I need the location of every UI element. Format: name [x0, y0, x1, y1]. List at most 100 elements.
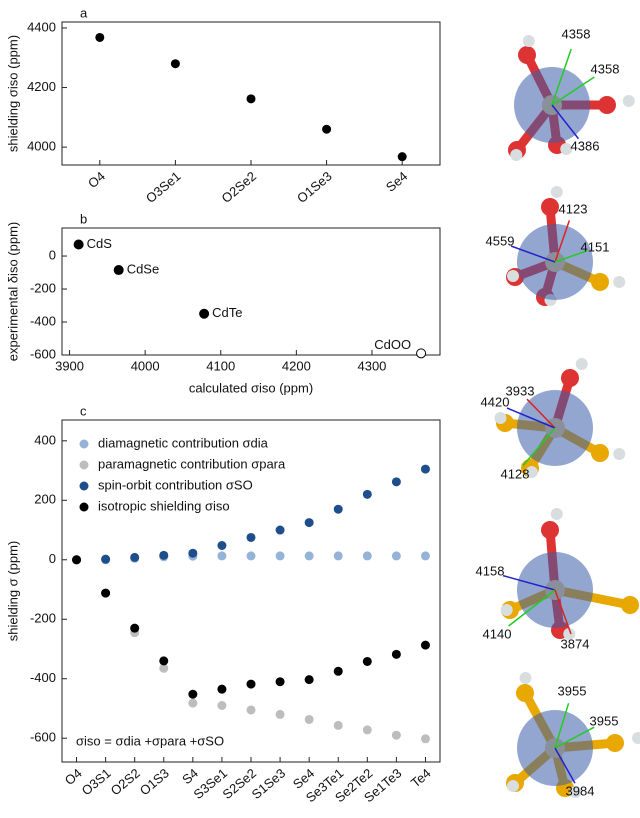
data-point	[72, 555, 81, 564]
tensor-label: 4123	[559, 201, 588, 216]
legend-marker	[80, 440, 89, 449]
data-point	[334, 721, 343, 730]
data-point	[188, 549, 197, 558]
data-point	[247, 551, 256, 560]
data-point	[363, 490, 372, 499]
atom	[518, 46, 536, 64]
data-point	[159, 656, 168, 665]
hydrogen	[551, 508, 563, 520]
x-tick-label: O1Se3	[294, 168, 335, 206]
atom	[591, 444, 609, 462]
legend-label: spin-orbit contribution σSO	[98, 477, 253, 492]
atom	[591, 273, 609, 291]
y-axis-label: shielding σ (ppm)	[5, 541, 20, 642]
atom	[598, 96, 616, 114]
data-point	[334, 505, 343, 514]
data-point	[130, 624, 139, 633]
tensor-label: 4158	[476, 563, 505, 578]
panel-label: a	[80, 5, 88, 20]
data-point	[247, 533, 256, 542]
y-tick-label: 0	[49, 551, 56, 566]
data-point	[392, 477, 401, 486]
atom	[541, 198, 559, 216]
data-point	[392, 650, 401, 659]
x-tick-label: O2S2	[108, 765, 143, 798]
data-point	[247, 680, 256, 689]
y-tick-label: -200	[30, 280, 56, 295]
atom	[561, 369, 579, 387]
x-tick-label: S1Se3	[249, 765, 289, 802]
tensor-label: 4128	[501, 466, 530, 481]
point-label: CdTe	[212, 305, 242, 320]
data-point	[305, 675, 314, 684]
data-point	[305, 518, 314, 527]
atom	[516, 684, 534, 702]
y-axis-label: shielding σiso (ppm)	[5, 35, 20, 152]
hydrogen	[510, 149, 522, 161]
data-point	[276, 551, 285, 560]
tensor-label: 4420	[481, 394, 510, 409]
legend-label: diamagnetic contribution σdia	[98, 435, 269, 450]
hydrogen	[495, 412, 507, 424]
tensor-label: 4386	[571, 138, 600, 153]
y-tick-label: -200	[30, 611, 56, 626]
data-point	[305, 551, 314, 560]
x-tick-label: 4200	[282, 358, 311, 373]
point-label: CdOO	[374, 337, 411, 352]
x-tick-label: 4000	[131, 358, 160, 373]
data-point	[247, 94, 256, 103]
data-point	[363, 657, 372, 666]
annotation: σiso = σdia +σpara +σSO	[76, 733, 224, 748]
data-point	[392, 731, 401, 740]
data-point	[217, 685, 226, 694]
y-tick-label: -600	[30, 730, 56, 745]
hydrogen	[501, 604, 513, 616]
data-point	[188, 690, 197, 699]
data-point	[421, 641, 430, 650]
y-tick-label: 200	[34, 492, 56, 507]
hydrogen	[520, 672, 532, 684]
x-tick-label: O3S1	[79, 765, 114, 798]
hydrogen	[632, 732, 640, 744]
hydrogen	[613, 276, 625, 288]
data-point	[217, 541, 226, 550]
legend-label: isotropic shielding σiso	[98, 498, 230, 513]
x-tick-label: O4	[85, 168, 108, 191]
hydrogen	[613, 448, 625, 460]
data-point	[276, 710, 285, 719]
hydrogen	[507, 270, 519, 282]
x-tick-label: Se4	[383, 168, 410, 194]
y-tick-label: 4200	[27, 79, 56, 94]
data-point	[95, 33, 104, 42]
data-point	[159, 551, 168, 560]
hydrogen	[623, 95, 635, 107]
x-tick-label: Te4	[408, 765, 434, 790]
y-tick-label: 4400	[27, 19, 56, 34]
tensor-label: 4358	[591, 61, 620, 76]
data-point	[114, 266, 123, 275]
atom	[621, 596, 639, 614]
hydrogen	[551, 186, 563, 198]
x-tick-label: 4300	[357, 358, 386, 373]
panel-label: b	[80, 211, 87, 226]
y-tick-label: 4000	[27, 139, 56, 154]
data-point	[130, 553, 139, 562]
data-point	[322, 125, 331, 134]
data-point	[276, 526, 285, 535]
data-point	[200, 309, 209, 318]
legend-marker	[80, 461, 89, 470]
data-point	[276, 677, 285, 686]
data-point	[217, 701, 226, 710]
tensor-label: 4559	[486, 233, 515, 248]
y-tick-label: 400	[34, 432, 56, 447]
data-point	[363, 725, 372, 734]
data-point	[101, 555, 110, 564]
atom	[606, 734, 624, 752]
x-tick-label: 3900	[55, 358, 84, 373]
x-tick-label: O3Se1	[143, 168, 184, 206]
legend-marker	[80, 482, 89, 491]
data-point	[392, 551, 401, 560]
